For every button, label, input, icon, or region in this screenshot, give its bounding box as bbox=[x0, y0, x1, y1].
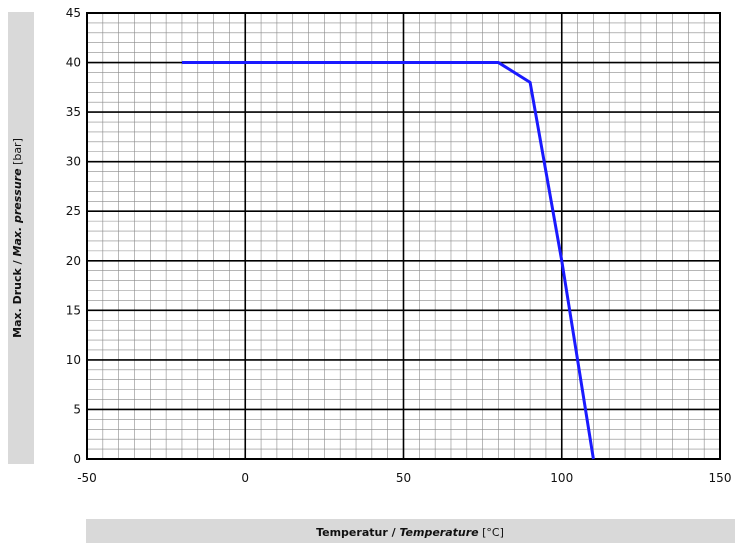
series-layer bbox=[181, 61, 595, 460]
y-tick-label: 10 bbox=[66, 353, 81, 367]
y-tick-labels: 0 5 10 15 20 25 30 35 40 45 bbox=[66, 6, 81, 466]
x-tick-label: 50 bbox=[396, 471, 411, 485]
x-axis-title-box bbox=[86, 519, 735, 543]
y-tick-label: 45 bbox=[66, 6, 81, 20]
x-tick-label: 100 bbox=[550, 471, 573, 485]
series-line-0 bbox=[181, 61, 595, 460]
y-axis-title: Max. Druck / Max. pressure [bar] bbox=[11, 138, 24, 338]
y-tick-label: 5 bbox=[73, 402, 81, 416]
x-tick-label: 0 bbox=[241, 471, 249, 485]
x-tick-label: -50 bbox=[77, 471, 97, 485]
x-tick-label: 150 bbox=[709, 471, 732, 485]
y-axis-title-box bbox=[8, 12, 34, 464]
y-tick-label: 30 bbox=[66, 155, 81, 169]
x-axis-title: Temperatur / Temperature [°C] bbox=[316, 526, 504, 539]
y-tick-label: 0 bbox=[73, 452, 81, 466]
y-tick-label: 20 bbox=[66, 254, 81, 268]
x-tick-labels: -50 0 50 100 150 bbox=[77, 471, 731, 485]
y-tick-label: 40 bbox=[66, 56, 81, 70]
y-tick-label: 15 bbox=[66, 303, 81, 317]
plot-frame bbox=[86, 12, 721, 460]
y-tick-label: 35 bbox=[66, 105, 81, 119]
y-tick-label: 25 bbox=[66, 204, 81, 218]
